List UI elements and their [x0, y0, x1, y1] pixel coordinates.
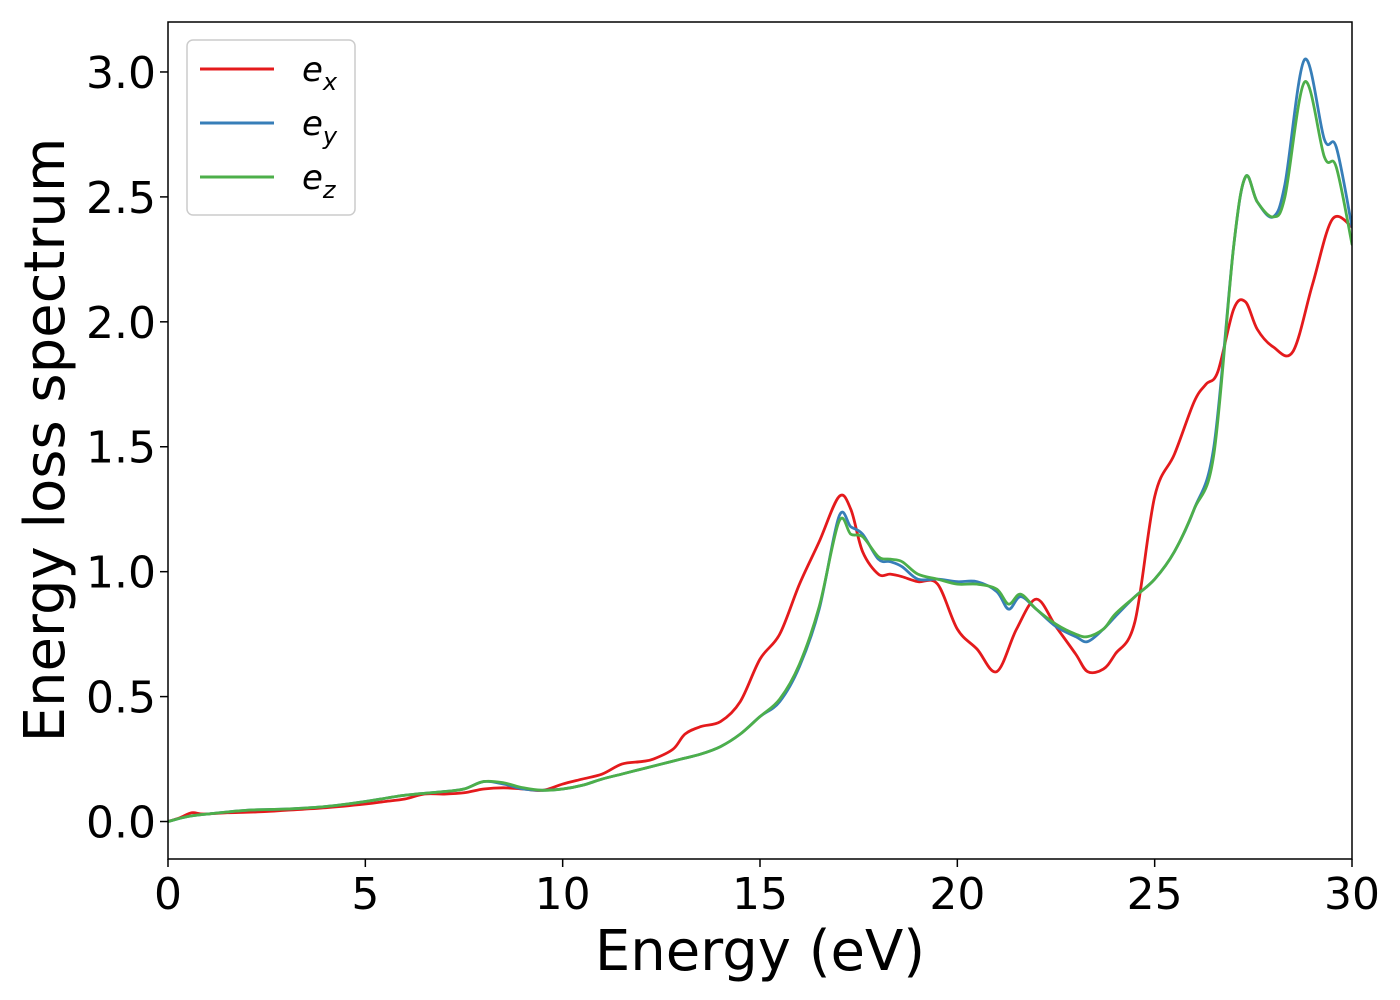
y-tick-label: 0.0 — [86, 798, 156, 849]
x-tick-label: 5 — [351, 869, 379, 920]
x-tick-label: 15 — [732, 869, 788, 920]
legend-label-e-y: ey — [302, 104, 338, 150]
y-tick-label: 2.5 — [86, 173, 156, 224]
x-axis-title: Energy (eV) — [595, 919, 925, 984]
y-axis-title: Energy loss spectrum — [13, 138, 78, 743]
y-tick-label: 1.5 — [86, 423, 156, 474]
y-tick-label: 1.0 — [86, 548, 156, 599]
x-tick-label: 20 — [929, 869, 985, 920]
legend-label-e-z: ez — [302, 158, 337, 204]
series-line-e-x — [168, 214, 1352, 823]
series-layer — [168, 58, 1352, 823]
legend-box — [186, 39, 356, 216]
y-tick-label: 2.0 — [86, 298, 156, 349]
y-tick-label: 0.5 — [86, 673, 156, 724]
y-axis: 0.0 0.5 1.0 1.5 2.0 2.5 3.0 — [86, 48, 168, 849]
legend: ex ey ez — [186, 39, 356, 216]
x-tick-label: 0 — [154, 869, 182, 920]
x-tick-label: 25 — [1127, 869, 1183, 920]
legend-label-e-x: ex — [302, 50, 338, 96]
x-axis: 0 5 10 15 20 25 30 — [154, 859, 1380, 920]
x-tick-label: 30 — [1324, 869, 1380, 920]
y-tick-label: 3.0 — [86, 48, 156, 99]
series-line-e-z — [168, 80, 1352, 823]
x-tick-label: 10 — [535, 869, 591, 920]
